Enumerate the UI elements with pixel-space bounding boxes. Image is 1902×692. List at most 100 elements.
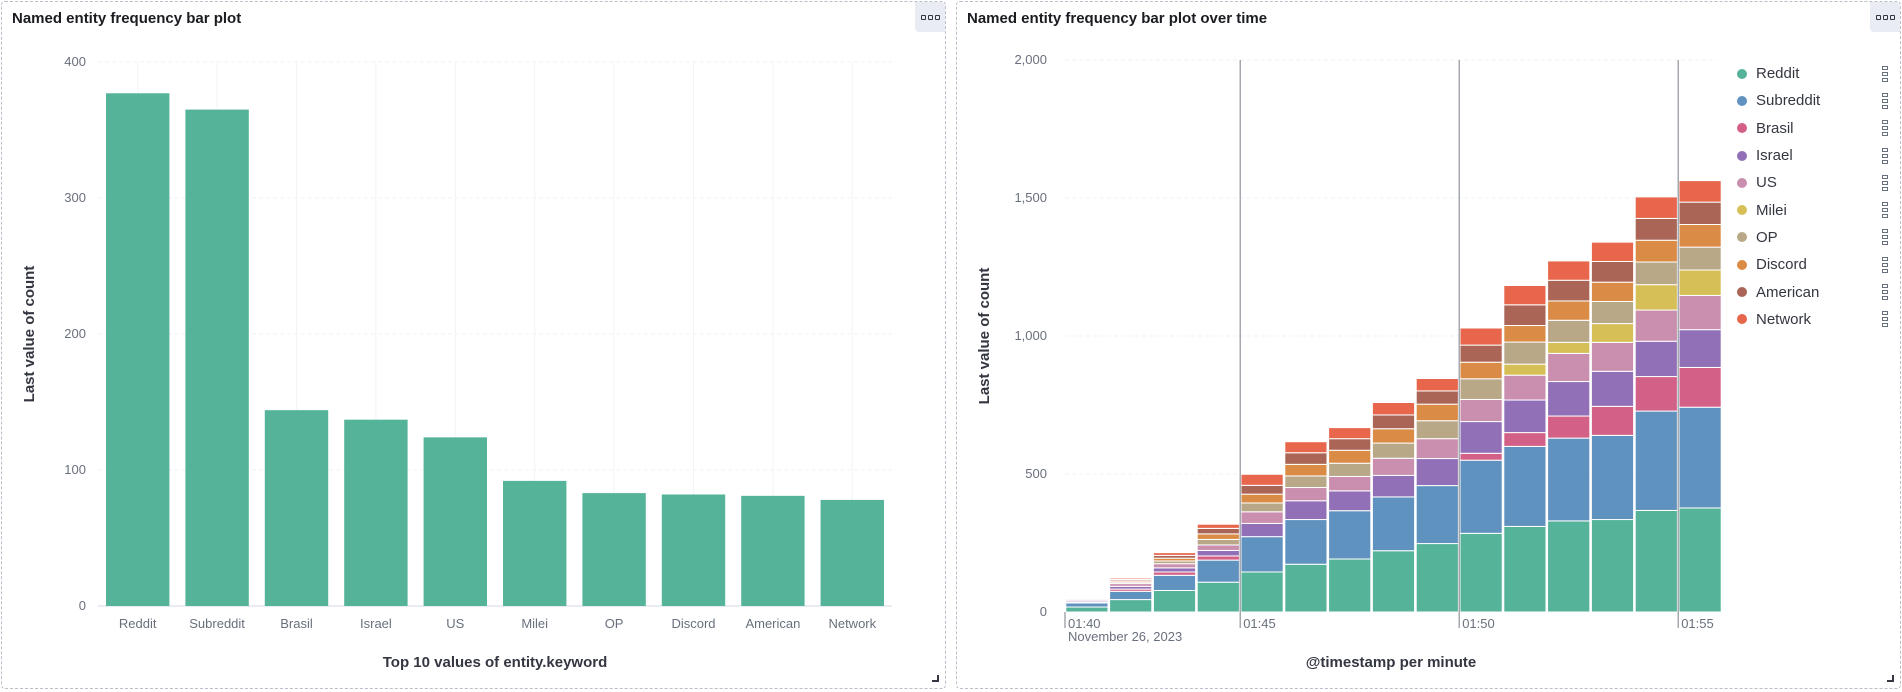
- bar-segment-reddit[interactable]: [1065, 606, 1109, 613]
- bar-segment-network[interactable]: [1459, 327, 1503, 346]
- bar-segment-discord[interactable]: [1459, 361, 1503, 380]
- bar-segment-discord[interactable]: [1415, 403, 1459, 422]
- bar-segment-subreddit[interactable]: [1678, 406, 1722, 509]
- bar-segment-american[interactable]: [1590, 260, 1635, 283]
- bar-segment-reddit[interactable]: [1284, 563, 1328, 613]
- bar-segment-israel[interactable]: [1152, 567, 1197, 573]
- bar-segment-us[interactable]: [1152, 563, 1197, 569]
- bar-segment-op[interactable]: [1547, 319, 1591, 343]
- bar-segment-us[interactable]: [1590, 341, 1635, 372]
- bar-segment-network[interactable]: [1065, 596, 1109, 598]
- bar-segment-reddit[interactable]: [1678, 507, 1722, 613]
- resize-handle-icon[interactable]: [1887, 675, 1894, 682]
- bar-segment-op[interactable]: [1459, 378, 1503, 400]
- legend-item-milei[interactable]: Milei: [1737, 196, 1888, 223]
- bar-segment-milei[interactable]: [1503, 363, 1547, 376]
- bar-segment-us[interactable]: [1415, 438, 1459, 460]
- bar-segment-subreddit[interactable]: [1459, 459, 1503, 534]
- bar-segment-american[interactable]: [1240, 484, 1284, 495]
- legend-action-icon[interactable]: [1882, 120, 1888, 137]
- legend-action-icon[interactable]: [1882, 147, 1888, 164]
- bar-segment-reddit[interactable]: [1328, 558, 1372, 613]
- bar-segment-brasil[interactable]: [1678, 366, 1722, 408]
- bar-segment-op[interactable]: [1328, 462, 1372, 477]
- legend-action-icon[interactable]: [1882, 311, 1888, 328]
- bar-segment-us[interactable]: [1634, 309, 1678, 342]
- legend-action-icon[interactable]: [1882, 202, 1888, 219]
- legend-item-american[interactable]: American: [1737, 278, 1888, 305]
- bar-segment-subreddit[interactable]: [1547, 437, 1591, 522]
- bar-segment-subreddit[interactable]: [1590, 434, 1635, 521]
- resize-handle-icon[interactable]: [932, 675, 939, 682]
- panel-options-button[interactable]: [915, 2, 945, 32]
- bar-segment-brasil[interactable]: [1634, 376, 1678, 412]
- bar-segment-subreddit[interactable]: [1196, 559, 1240, 583]
- bar-segment-israel[interactable]: [1284, 500, 1328, 521]
- bar-segment-us[interactable]: [1547, 352, 1591, 383]
- bar-segment-discord[interactable]: [1634, 239, 1678, 263]
- bar-segment-op[interactable]: [1240, 502, 1284, 513]
- bar-segment-us[interactable]: [1196, 544, 1240, 551]
- bar-segment-subreddit[interactable]: [1634, 410, 1678, 511]
- bar-segment-israel[interactable]: [1503, 399, 1547, 434]
- bar-segment-discord[interactable]: [1328, 449, 1372, 464]
- bar-segment-american[interactable]: [1371, 414, 1416, 430]
- bar-segment-network[interactable]: [1152, 552, 1197, 556]
- bar-segment-subreddit[interactable]: [1371, 496, 1416, 552]
- bar-segment-discord[interactable]: [1678, 223, 1722, 248]
- bar-segment-brasil[interactable]: [1196, 555, 1240, 561]
- bar-segment-network[interactable]: [1503, 284, 1547, 306]
- bar-segment-israel[interactable]: [1459, 421, 1503, 454]
- bar-segment-reddit[interactable]: [1634, 509, 1678, 613]
- bar-segment-reddit[interactable]: [1109, 599, 1153, 613]
- bar-segment-reddit[interactable]: [1196, 581, 1240, 613]
- bar-segment-op[interactable]: [1371, 442, 1416, 459]
- bar-segment-milei[interactable]: [1590, 323, 1635, 343]
- bar-segment-network[interactable]: [1109, 577, 1153, 580]
- bar-segment-subreddit[interactable]: [1240, 536, 1284, 573]
- bar-segment-israel[interactable]: [1547, 381, 1591, 417]
- bar-segment-israel[interactable]: [1240, 522, 1284, 538]
- legend-item-israel[interactable]: Israel: [1737, 142, 1888, 169]
- panel-options-button[interactable]: [1870, 2, 1900, 32]
- bar-segment-network[interactable]: [1415, 378, 1459, 392]
- bar-segment-discord[interactable]: [1196, 533, 1240, 540]
- bar-segment-american[interactable]: [1503, 304, 1547, 327]
- bar-segment-us[interactable]: [1503, 374, 1547, 401]
- bar-segment-op[interactable]: [1196, 538, 1240, 546]
- legend-action-icon[interactable]: [1882, 229, 1888, 246]
- bar-segment-american[interactable]: [1459, 344, 1503, 363]
- bar-segment-network[interactable]: [1328, 427, 1372, 440]
- bar-segment-network[interactable]: [1371, 402, 1416, 416]
- bar-segment-network[interactable]: [1678, 180, 1722, 203]
- bar-segment-op[interactable]: [1634, 261, 1678, 286]
- bar-segment-milei[interactable]: [1678, 269, 1722, 296]
- bar-segment-subreddit[interactable]: [1109, 590, 1153, 601]
- bar-segment-reddit[interactable]: [1590, 519, 1635, 613]
- bar-segment-network[interactable]: [1634, 196, 1678, 219]
- bar-segment-reddit[interactable]: [1459, 532, 1503, 613]
- bar-subreddit[interactable]: [185, 109, 249, 606]
- bar-segment-network[interactable]: [1284, 441, 1328, 454]
- bar-american[interactable]: [741, 495, 805, 606]
- legend-item-op[interactable]: OP: [1737, 224, 1888, 251]
- legend-action-icon[interactable]: [1882, 284, 1888, 301]
- bar-segment-discord[interactable]: [1547, 300, 1591, 321]
- bar-brasil[interactable]: [264, 410, 329, 606]
- bar-segment-us[interactable]: [1678, 294, 1722, 331]
- bar-segment-op[interactable]: [1503, 341, 1547, 365]
- bar-segment-brasil[interactable]: [1590, 405, 1635, 436]
- bar-segment-op[interactable]: [1590, 301, 1635, 325]
- bar-segment-reddit[interactable]: [1547, 520, 1591, 613]
- bar-segment-network[interactable]: [1590, 241, 1635, 262]
- bar-segment-american[interactable]: [1328, 438, 1372, 451]
- bar-segment-brasil[interactable]: [1503, 432, 1547, 447]
- bar-segment-us[interactable]: [1328, 475, 1372, 492]
- bar-segment-us[interactable]: [1240, 511, 1284, 524]
- bar-segment-israel[interactable]: [1678, 329, 1722, 368]
- bar-segment-discord[interactable]: [1590, 281, 1635, 302]
- bar-segment-american[interactable]: [1284, 452, 1328, 465]
- bar-segment-milei[interactable]: [1634, 284, 1678, 311]
- bar-segment-brasil[interactable]: [1459, 452, 1503, 461]
- legend-action-icon[interactable]: [1882, 174, 1888, 191]
